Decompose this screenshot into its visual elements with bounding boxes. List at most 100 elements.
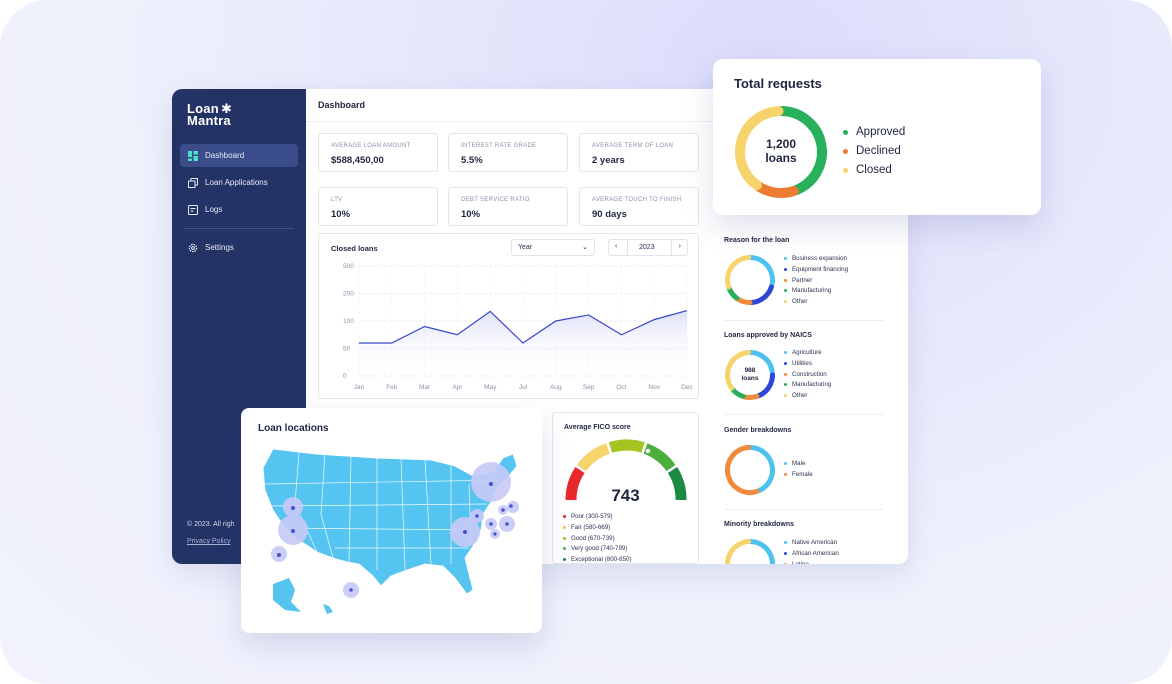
closed-dot [843,167,848,173]
total-requests-card: Total requests 1,200 loans Approved Decl… [713,59,1041,215]
closed-loans-title: Closed loans [331,244,378,253]
x-tick-label: Feb [386,384,398,391]
donut-segment [725,445,760,495]
dashboard-icon [188,150,198,161]
loan-locations-title: Loan locations [258,423,329,434]
stat-value: 2 years [592,155,625,166]
section-divider [724,414,884,415]
chevron-down-icon: ⌄ [582,244,588,251]
minority-donut-clip [724,538,776,564]
stat-label: LTV [331,197,343,203]
legend-item: Other [784,392,807,399]
legend-declined: Declined [843,145,901,157]
legend-label: Agriculture [792,349,822,356]
location-bubble [507,501,519,513]
privacy-policy-link[interactable]: Privacy Policy [187,538,231,545]
location-bubbles [271,462,519,598]
gauge-fair-segment [577,443,610,472]
total-requests-donut-chart [735,106,827,198]
location-dot [493,532,497,536]
legend-label: Exceptional (800-850) [571,556,632,564]
minority-legend: Native American African American Latino Oth… [588,89,908,564]
previous-year-button[interactable]: ‹ [615,243,618,250]
sidebar-item-loan-applications[interactable]: Loan Applications [180,171,298,194]
sidebar-item-dashboard[interactable]: Dashboard [180,144,298,167]
legend-label: Equipment financing [792,265,849,273]
donut-segment [753,181,799,198]
sidebar-item-label: Dashboard [205,151,245,160]
donut-segment [747,255,775,289]
stat-value: $588,450,00 [331,155,384,166]
legend-label: Fair (580-669) [571,523,611,531]
x-tick-label: Aug [550,384,562,391]
stat-value: 10% [461,209,481,220]
legend-dot [784,383,787,387]
stat-label: DEBT SERVICE RATIO [461,197,530,203]
x-tick-label: Dec [681,384,693,391]
legend-label: Utilities [792,359,812,367]
stat-label: AVERAGE TOUCH TO FINISH [592,197,682,203]
donut-segment [725,350,752,391]
section-divider [724,320,884,321]
stat-card-interest-rate: INTEREST RATE GRADE 5.5% [448,133,568,172]
legend-label: Approved [856,126,906,138]
legend-dot [784,541,787,544]
legend-dot [784,361,787,365]
legend-dot [784,551,787,555]
period-select[interactable]: Year ⌄ [511,239,595,256]
location-dot [501,508,505,512]
legend-item: Female [784,471,813,478]
breakdowns-panel: Reason for the loan Business expansion Eq… [588,89,908,564]
stat-card-average-term: AVERAGE TERM OF LOAN 2 years [579,133,699,172]
fico-gauge [565,439,687,501]
donut-segment [747,350,775,377]
sidebar-item-logs[interactable]: Logs [180,198,298,221]
legend-item: Fair (580-669) [563,524,610,531]
donut-segment [776,106,827,196]
legend-dot [784,300,787,304]
copyright-text: © 2023. All righ [187,521,235,528]
pager-divider [671,240,672,255]
closed-loans-line-chart: 0 50 100 200 500 Jan Feb Mar Apr May Jul Aug Sep Oct N… [343,263,694,391]
stat-label: INTEREST RATE GRADE [461,143,537,149]
sidebar-item-settings[interactable]: Settings [180,236,298,259]
stat-value: 10% [331,209,351,220]
location-dot [291,506,295,510]
sidebar-item-label: Loan Applications [205,178,268,187]
legend-dot [784,278,787,282]
x-tick-label: Nov [648,384,660,391]
naics-center-unit: loans [741,375,759,382]
x-tick-label: Sep [583,384,595,391]
location-dot [489,482,493,486]
donut-segment [725,539,752,564]
gauge-poor-segment [565,466,585,501]
pager-divider [627,240,628,255]
legend-dot [563,536,566,540]
us-map [262,448,519,614]
legend-item: Latino [784,561,809,564]
gender-title: Gender breakdowns [724,427,792,434]
legend-dot [563,515,566,518]
stat-value: 90 days [592,209,627,220]
x-tick-label: May [484,384,497,391]
brand-logo[interactable]: Loan Mantra [187,102,231,127]
next-year-button[interactable]: › [678,243,681,250]
donut-segment [747,539,775,564]
minority-title: Minority breakdowns [724,521,795,528]
donut-segment [748,284,774,305]
legend-item: Male [784,460,805,467]
legend-label: Very good (740-799) [571,545,628,553]
approved-dot [843,129,848,135]
total-center-unit: loans [765,151,797,165]
legend-approved: Approved [843,126,905,138]
closed-loans-card: Closed loans Year ⌄ ‹ 2023 › 0 50 100 200 50… [318,233,699,399]
minority-donut-chart [725,539,775,564]
legend-dot [784,289,787,293]
location-dot [277,553,281,557]
legend-label: Poor (300-579) [571,513,613,520]
naics-center-label: 988 loans [724,367,776,383]
stat-card-average-loan-amount: AVERAGE LOAN AMOUNT $588,450,00 [318,133,438,172]
legend-dot [784,372,787,376]
location-dot [489,522,493,526]
legend-dot [784,472,787,476]
